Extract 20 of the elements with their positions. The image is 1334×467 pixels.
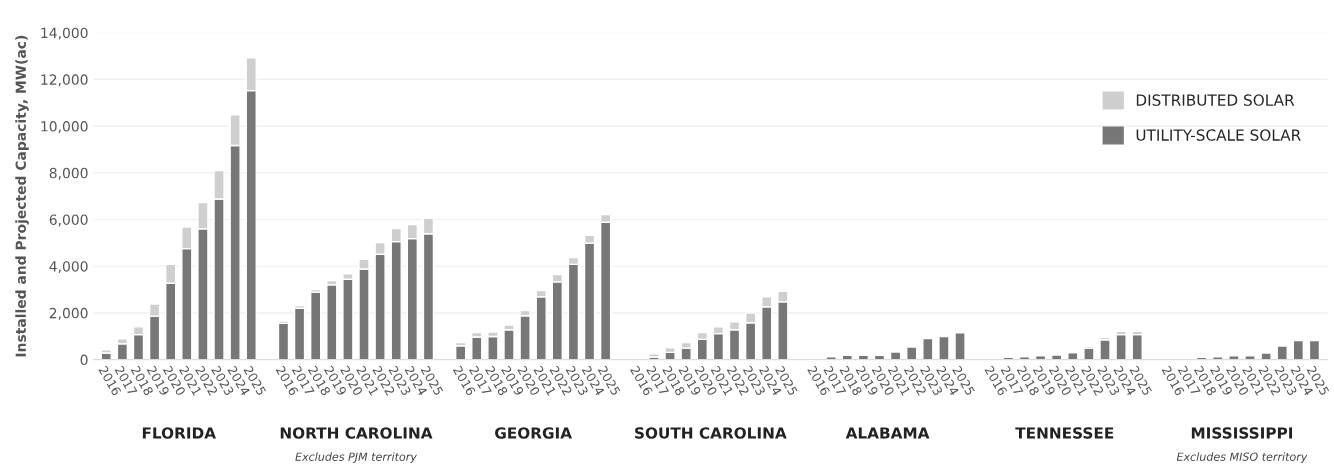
text: ALABAMA — [845, 427, 930, 439]
text: NORTH CAROLINA — [280, 427, 433, 439]
y-tick-label: 8,000 — [49, 167, 88, 180]
text: TENNESSEE — [1015, 427, 1114, 439]
y-tick-label: 0 — [80, 354, 88, 366]
text: GEORGIA — [495, 427, 572, 439]
y-tick-label: 4,000 — [49, 261, 88, 274]
text: SOUTH CAROLINA — [635, 427, 787, 439]
y-tick-label: 14,000 — [41, 27, 88, 40]
y-tick-label: 2,000 — [49, 307, 88, 320]
y-tick-label: 10,000 — [41, 121, 88, 133]
y-axis-title: Installed and Projected Capacity, MW(ac) — [15, 35, 29, 357]
y-tick-label: 6,000 — [49, 214, 88, 227]
text: Excludes MISO territory — [1176, 452, 1308, 464]
legend-label: UTILITY-SCALE SOLAR — [1136, 129, 1301, 141]
text: MISSISSIPPI — [1191, 427, 1293, 439]
y-tick-label: 12,000 — [41, 74, 88, 87]
text: Excludes PJM territory — [295, 452, 418, 464]
text: FLORIDA — [142, 427, 216, 439]
legend-label: DISTRIBUTED SOLAR — [1136, 94, 1295, 106]
